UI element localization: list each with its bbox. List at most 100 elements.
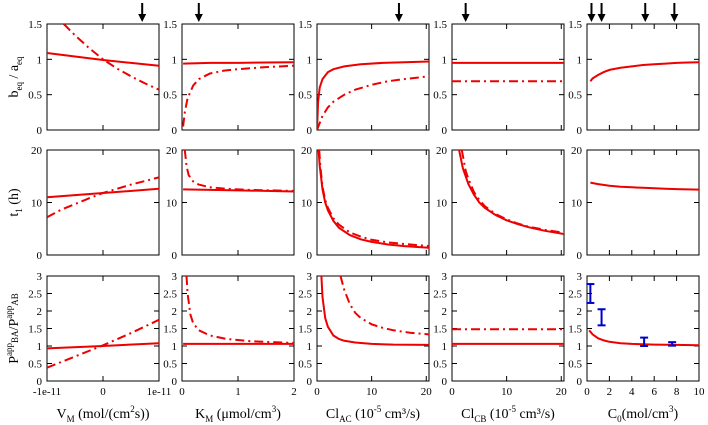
y-tick-label: 1.5 [28, 324, 42, 336]
plot-frame [46, 23, 160, 131]
y-tick-label: 0 [442, 250, 448, 262]
plot-frame [181, 149, 295, 256]
col-label-2: ClAC (10-5 cm³/s) [326, 404, 421, 424]
y-tick-label: 0.5 [298, 90, 312, 102]
series-line-solid [317, 60, 429, 130]
row-label-1: t1 (h) [7, 188, 24, 217]
x-tick-label: 0 [314, 386, 320, 398]
x-tick-label: 2 [607, 386, 613, 398]
series-line-dashdot [460, 150, 564, 234]
arrow-marker [461, 3, 470, 22]
y-tick-label: 0.5 [163, 90, 177, 102]
col-label-3: ClCB (10-5 cm³/s) [461, 404, 555, 424]
y-tick-label: 0.5 [568, 359, 582, 371]
y-tick-label: 0 [307, 250, 313, 262]
plot-frame [181, 23, 295, 131]
arrow-marker [138, 3, 147, 22]
error-bar [597, 308, 606, 327]
panel-r1-c1: 0 10 20 [166, 145, 295, 262]
y-tick-label: 1 [172, 54, 178, 66]
y-tick-label: 20 [166, 145, 178, 157]
y-tick-label: 1 [172, 341, 178, 353]
panel-r2-c3: 0 0.5 1 1.5 2 2.5 3 0 10 20 [433, 271, 567, 398]
y-tick-label: 3 [172, 271, 178, 283]
y-tick-label: 2.5 [568, 289, 582, 301]
panel-r2-c4: 0 0.5 1 1.5 2 2.5 3 0 2 4 6 8 10 [568, 271, 705, 398]
y-tick-label: 0 [172, 376, 178, 388]
y-tick-label: 2.5 [433, 289, 447, 301]
y-tick-label: 0.5 [433, 90, 447, 102]
panel-r0-c1: 0 0.5 1 1.5 [163, 3, 295, 137]
y-tick-label: 10 [31, 198, 43, 210]
y-tick-label: 2 [577, 306, 583, 318]
y-tick-label: 0 [442, 125, 448, 137]
y-tick-label: 0 [307, 376, 313, 388]
series-line-solid [590, 181, 699, 191]
series-line-dashdot [47, 176, 159, 219]
y-tick-label: 0 [37, 250, 43, 262]
y-tick-label: 10 [166, 198, 178, 210]
series-line-dashdot [183, 150, 294, 192]
y-tick-label: 1 [442, 341, 448, 353]
y-tick-label: 2 [307, 306, 313, 318]
x-tick-label: 1e-11 [147, 386, 172, 398]
x-tick-label: 2 [291, 386, 297, 398]
plot-frame [46, 149, 160, 256]
col-label-0: VM (mol/(cm2s)) [56, 404, 149, 424]
y-tick-label: 0 [442, 376, 448, 388]
x-tick-label: 0 [100, 386, 106, 398]
x-tick-label: -1e-11 [33, 386, 61, 398]
series-line-solid [47, 52, 159, 67]
y-tick-label: 1.5 [298, 19, 312, 31]
arrow-marker [641, 3, 650, 22]
error-bar [586, 283, 595, 304]
y-tick-label: 1.5 [28, 19, 42, 31]
series-line-solid [320, 276, 429, 346]
y-tick-label: 2 [172, 306, 178, 318]
y-tick-label: 1 [37, 54, 43, 66]
col-label-1: KM (μmol/cm3) [195, 404, 281, 424]
series-line-dashdot [182, 64, 294, 127]
y-tick-label: 0.5 [433, 359, 447, 371]
y-tick-label: 1.5 [163, 324, 177, 336]
x-tick-label: 0 [584, 386, 590, 398]
y-tick-label: 20 [301, 145, 313, 157]
arrow-marker [394, 3, 403, 22]
series-line-solid [589, 61, 699, 82]
series-line-dashdot [185, 276, 294, 344]
y-tick-label: 10 [571, 198, 583, 210]
y-tick-label: 0 [307, 125, 313, 137]
y-tick-label: 0.5 [298, 359, 312, 371]
plot-frame [451, 23, 565, 131]
panel-r0-c2: 0 0.5 1 1.5 [298, 3, 430, 137]
x-tick-label: 8 [674, 386, 680, 398]
y-tick-label: 1 [577, 341, 583, 353]
x-tick-label: 4 [629, 386, 635, 398]
x-tick-label: 6 [651, 386, 657, 398]
y-tick-label: 3 [442, 271, 448, 283]
y-tick-label: 1.5 [433, 324, 447, 336]
panel-r0-c4: 0 0.5 1 1.5 [568, 3, 700, 137]
error-bar [640, 336, 649, 347]
panel-r1-c2: 0 10 20 [301, 145, 430, 262]
y-tick-label: 0 [37, 125, 43, 137]
plot-frame [586, 275, 700, 382]
series-line-dashdot [47, 318, 159, 369]
plot-frame [586, 149, 700, 256]
series-line-dashdot [63, 24, 159, 91]
plot-frame [451, 149, 565, 256]
y-tick-label: 0.5 [163, 359, 177, 371]
panel-r1-c3: 0 10 20 [436, 145, 565, 262]
y-tick-label: 20 [436, 145, 448, 157]
y-tick-label: 3 [307, 271, 313, 283]
y-tick-label: 0.5 [28, 90, 42, 102]
panel-grid: 0 0.5 1 1.5 0 0.5 1 1.5 0 0.5 1 1.5 0 0.5 1 1.5 0 0.5 1 1.5… [28, 3, 705, 398]
series-line-solid [183, 61, 294, 65]
series-line-dashdot [317, 75, 429, 130]
y-tick-label: 0 [37, 376, 43, 388]
y-tick-label: 0 [577, 250, 583, 262]
y-tick-label: 1 [37, 341, 43, 353]
error-bar [668, 341, 677, 347]
y-tick-label: 1.5 [568, 324, 582, 336]
